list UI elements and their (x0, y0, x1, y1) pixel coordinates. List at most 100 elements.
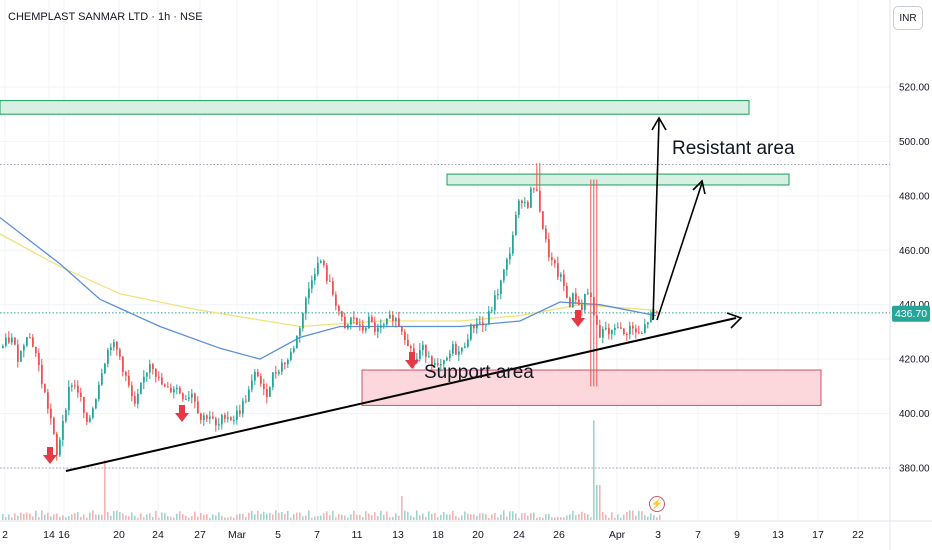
currency-button[interactable]: INR (893, 6, 923, 30)
chart-title: CHEMPLAST SANMAR LTD · 1h · NSE (8, 11, 203, 23)
volume-bar (359, 514, 361, 520)
drawings-layer (43, 116, 743, 472)
volume-bar (215, 515, 217, 520)
volume-bar (290, 517, 292, 520)
volume-bar (545, 514, 547, 520)
candle-body (380, 325, 382, 328)
candle-body (311, 280, 313, 289)
volume-bar (458, 517, 460, 520)
candle-body (233, 419, 235, 421)
currency-label: INR (899, 12, 917, 24)
zones-layer (0, 100, 890, 469)
candle-body (377, 327, 379, 332)
volume-bar (179, 511, 181, 520)
candle-body (545, 228, 547, 240)
volume-bar (77, 511, 79, 520)
candle-body (554, 260, 556, 264)
candle-body (35, 346, 37, 354)
candle-body (71, 385, 73, 387)
volume-bar (29, 513, 31, 520)
candle-body (176, 387, 178, 390)
volume-bar (635, 515, 637, 520)
candle-body (26, 337, 28, 346)
volume-bar (533, 512, 535, 520)
volume-bar (587, 514, 589, 520)
volume-bar (389, 517, 391, 520)
candle-body (440, 363, 442, 366)
volume-bar (308, 510, 310, 520)
candle-body (134, 396, 136, 404)
volume-bar (62, 515, 64, 520)
volume-bar (278, 512, 280, 520)
volume-bar (479, 513, 481, 520)
volume-bar (374, 512, 376, 520)
candle-body (278, 371, 280, 374)
volume-bar (641, 511, 643, 520)
volume-bar (134, 515, 136, 520)
volume-bar (38, 517, 40, 520)
volume-bar (161, 512, 163, 520)
candle-body (110, 347, 112, 351)
volume-bar (137, 517, 139, 520)
price-axis[interactable]: 520.00500.00480.00460.00440.00420.00400.… (899, 83, 930, 475)
volume-bar (626, 511, 628, 520)
volume-bar (395, 513, 397, 520)
candle-body (485, 324, 487, 326)
volume-bar (539, 517, 541, 520)
volume-bar (113, 511, 115, 520)
volume-bar (509, 511, 511, 520)
candle-body (194, 393, 196, 402)
time-tick-label: 5 (275, 529, 281, 541)
candle-body (602, 328, 604, 338)
candle-body (212, 416, 214, 419)
volume-bar (53, 514, 55, 520)
candle-body (482, 322, 484, 326)
volume-bar (506, 516, 508, 520)
candle-body (506, 259, 508, 270)
volume-bar (173, 517, 175, 520)
volume-bar (584, 513, 586, 520)
candle-body (620, 327, 622, 329)
candle-body (362, 325, 364, 331)
volume-bar (218, 512, 220, 520)
price-tick-label: 460.00 (899, 246, 930, 257)
down-arrow-marker-stem (575, 310, 581, 318)
volume-bar (329, 515, 331, 520)
candle-body (539, 190, 541, 212)
candle-body (557, 263, 559, 277)
volume-bar (125, 515, 127, 520)
volume-bar (272, 514, 274, 520)
candle-body (59, 439, 61, 456)
volume-bar (569, 514, 571, 520)
candle-body (401, 326, 403, 332)
candle-body (320, 260, 322, 263)
resistance-zone-upper (0, 100, 750, 115)
volume-bar (116, 510, 118, 520)
volume-bar (452, 510, 454, 520)
volume-bar (497, 517, 499, 520)
flash-event-icon[interactable]: ⚡ (649, 496, 665, 512)
time-tick-label: 24 (513, 529, 525, 541)
candle-body (248, 389, 250, 402)
time-axis[interactable]: 2 14 16 20 24 27 Mar 5 7 11 13 18 20 24 26 Apr 3 7 9 13 17 22 (2, 529, 864, 541)
candle-body (188, 397, 190, 400)
volume-bar (23, 514, 25, 520)
symbol-title: CHEMPLAST SANMAR LTD · 1h · NSE (8, 11, 203, 23)
price-tick-label: 520.00 (899, 83, 930, 94)
volume-bar (407, 511, 409, 520)
volume-bar (47, 512, 49, 520)
candle-body (560, 274, 562, 277)
volume-bar (5, 517, 7, 520)
volume-bar (467, 513, 469, 520)
candle-body (98, 384, 100, 400)
candle-body (467, 339, 469, 347)
candle-body (38, 353, 40, 366)
candle-body (287, 359, 289, 365)
candle-body (80, 392, 82, 397)
volume-bar (263, 511, 265, 520)
candle-body (77, 385, 79, 393)
volume-bar (152, 516, 154, 520)
candle-body (170, 387, 172, 393)
